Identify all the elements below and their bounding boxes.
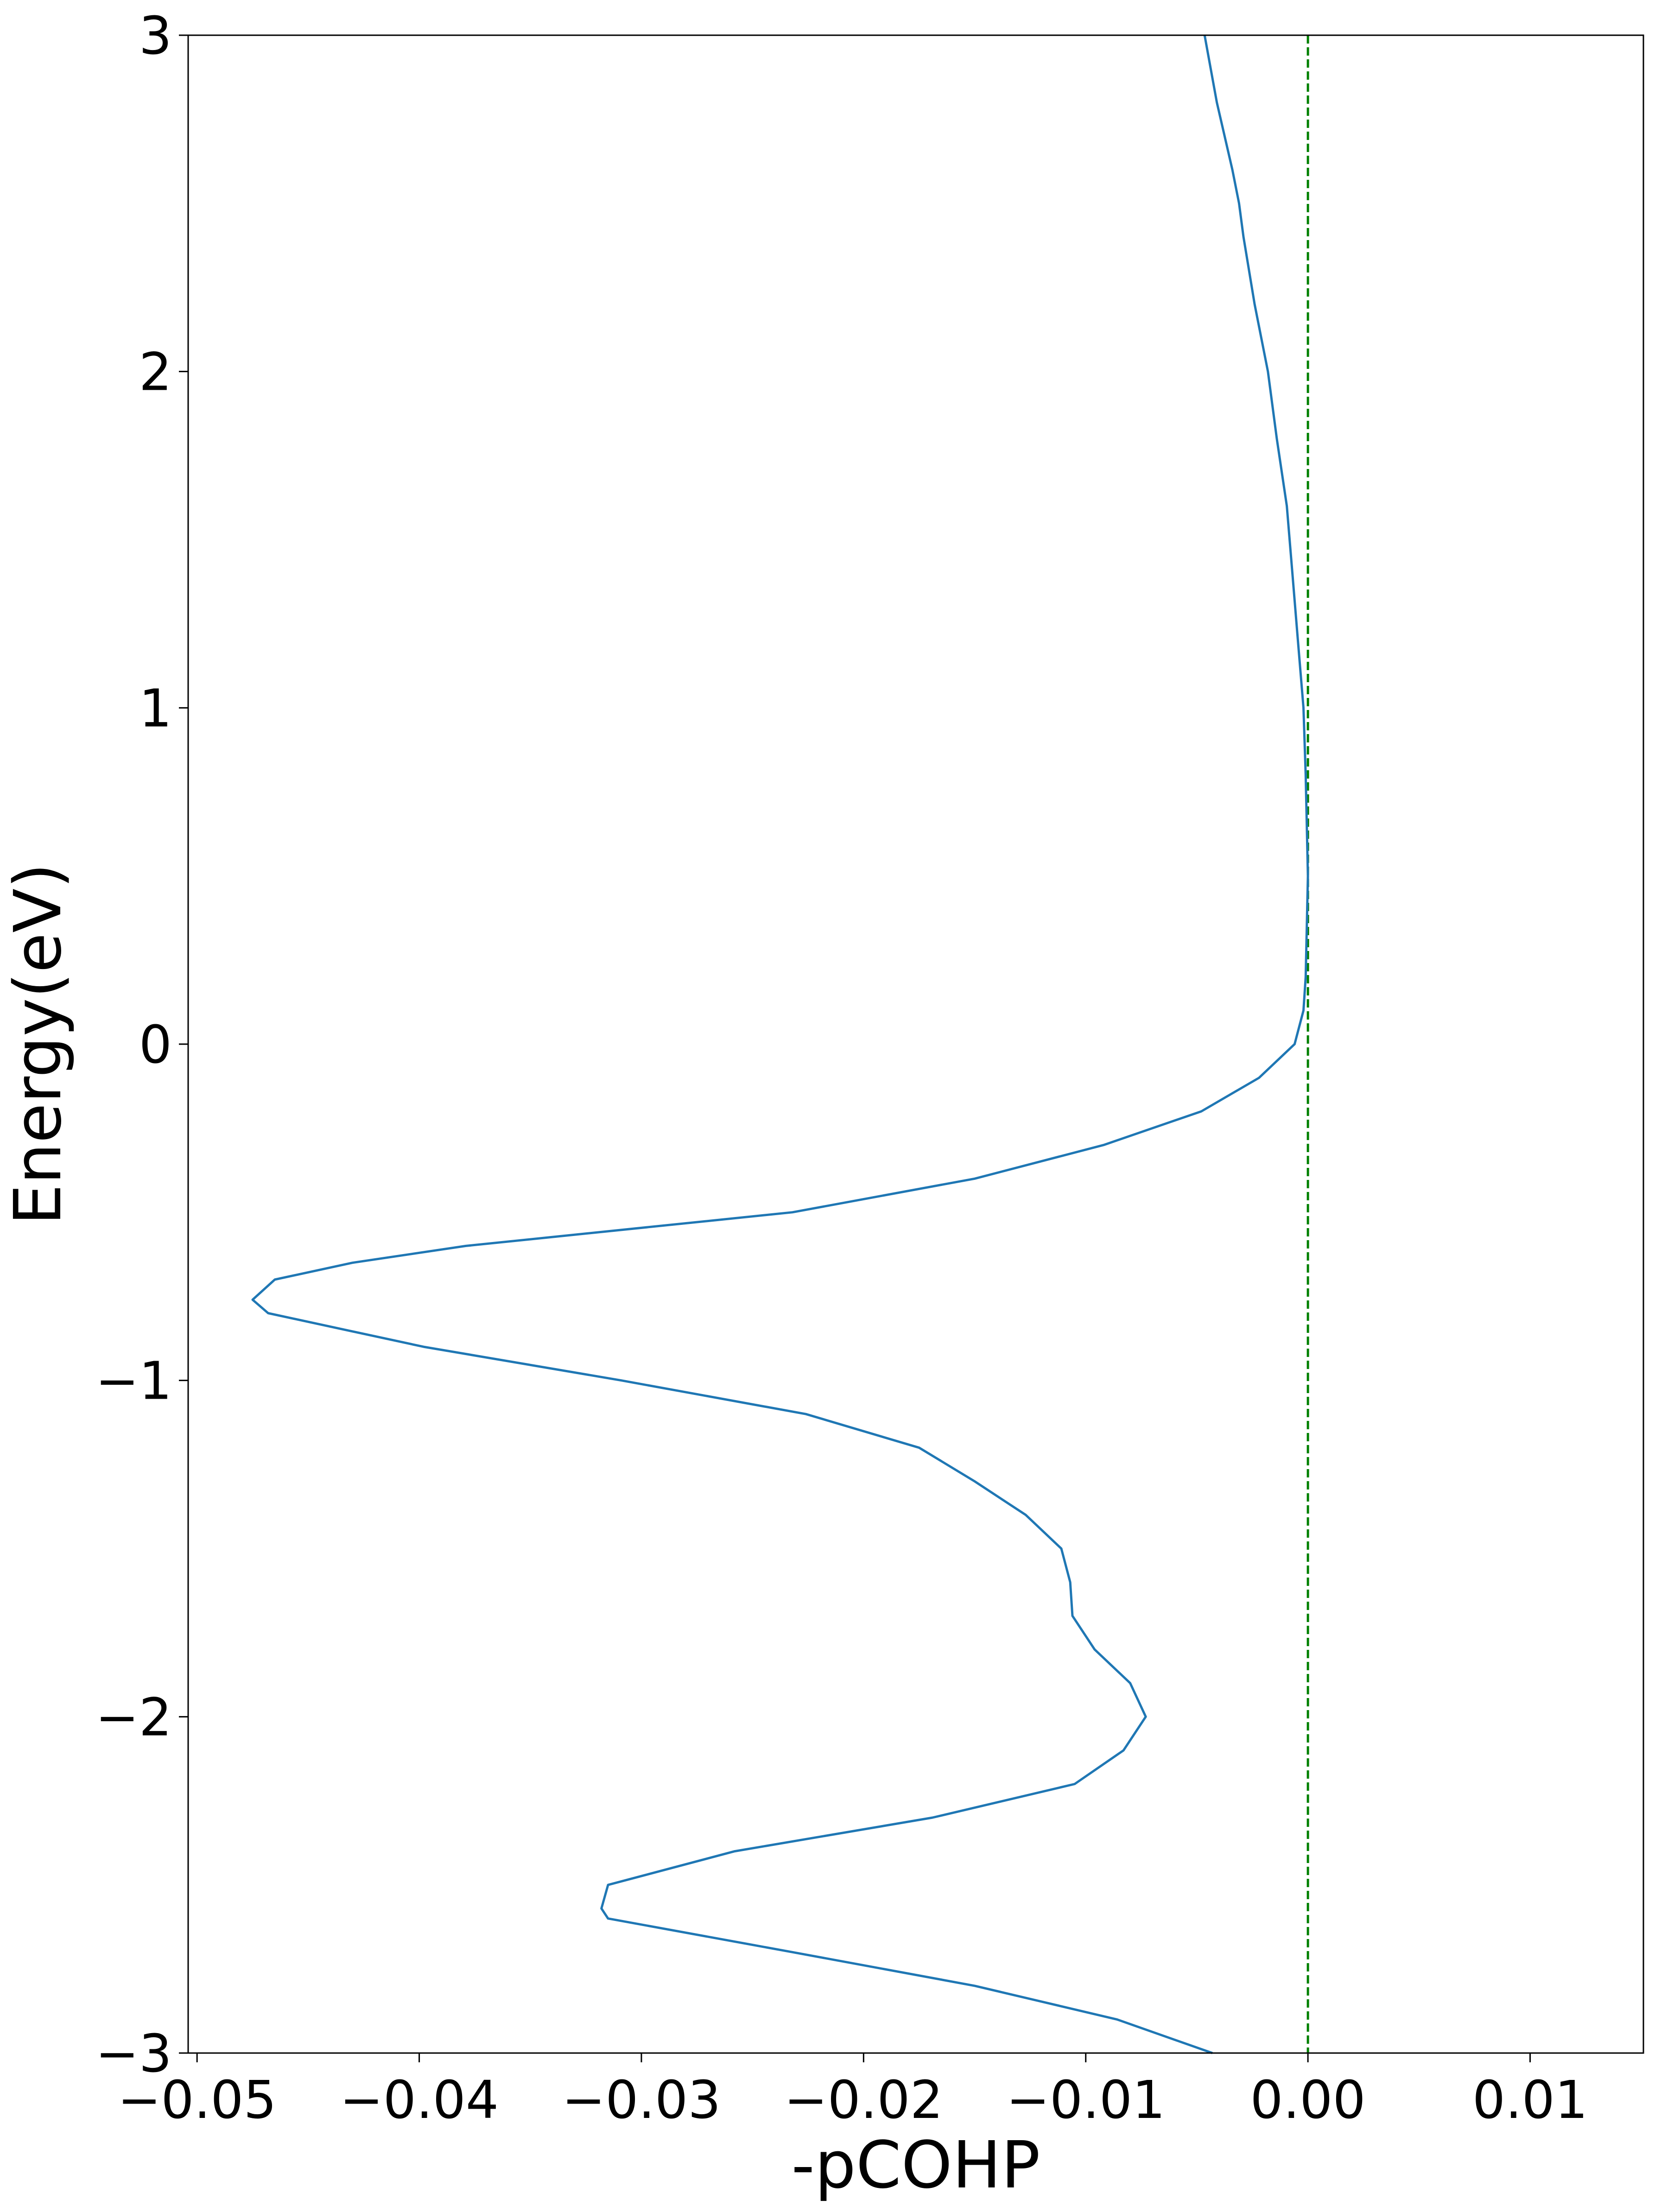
x-tick-label: 0.01 [1472,2070,1588,2130]
x-tick-label: −0.05 [118,2070,277,2130]
y-tick-label: 1 [139,678,172,739]
y-axis-label: Energy(eV) [0,863,76,1225]
y-tick-label: −1 [95,1351,172,1412]
x-tick-label: −0.02 [784,2070,943,2130]
y-tick-label: −2 [95,1687,172,1748]
y-tick-label: −3 [95,2024,172,2084]
x-tick-label: 0.00 [1250,2070,1365,2130]
x-tick-label: −0.03 [562,2070,721,2130]
x-tick-label: −0.01 [1006,2070,1165,2130]
x-tick-label: −0.04 [340,2070,499,2130]
x-axis-label: -pCOHP [791,2128,1040,2203]
plot-frame [187,34,1644,2054]
y-tick-label: 3 [139,6,172,66]
data-line [251,35,1309,2054]
y-tick-label: 0 [139,1015,172,1075]
y-tick-label: 2 [139,342,172,403]
